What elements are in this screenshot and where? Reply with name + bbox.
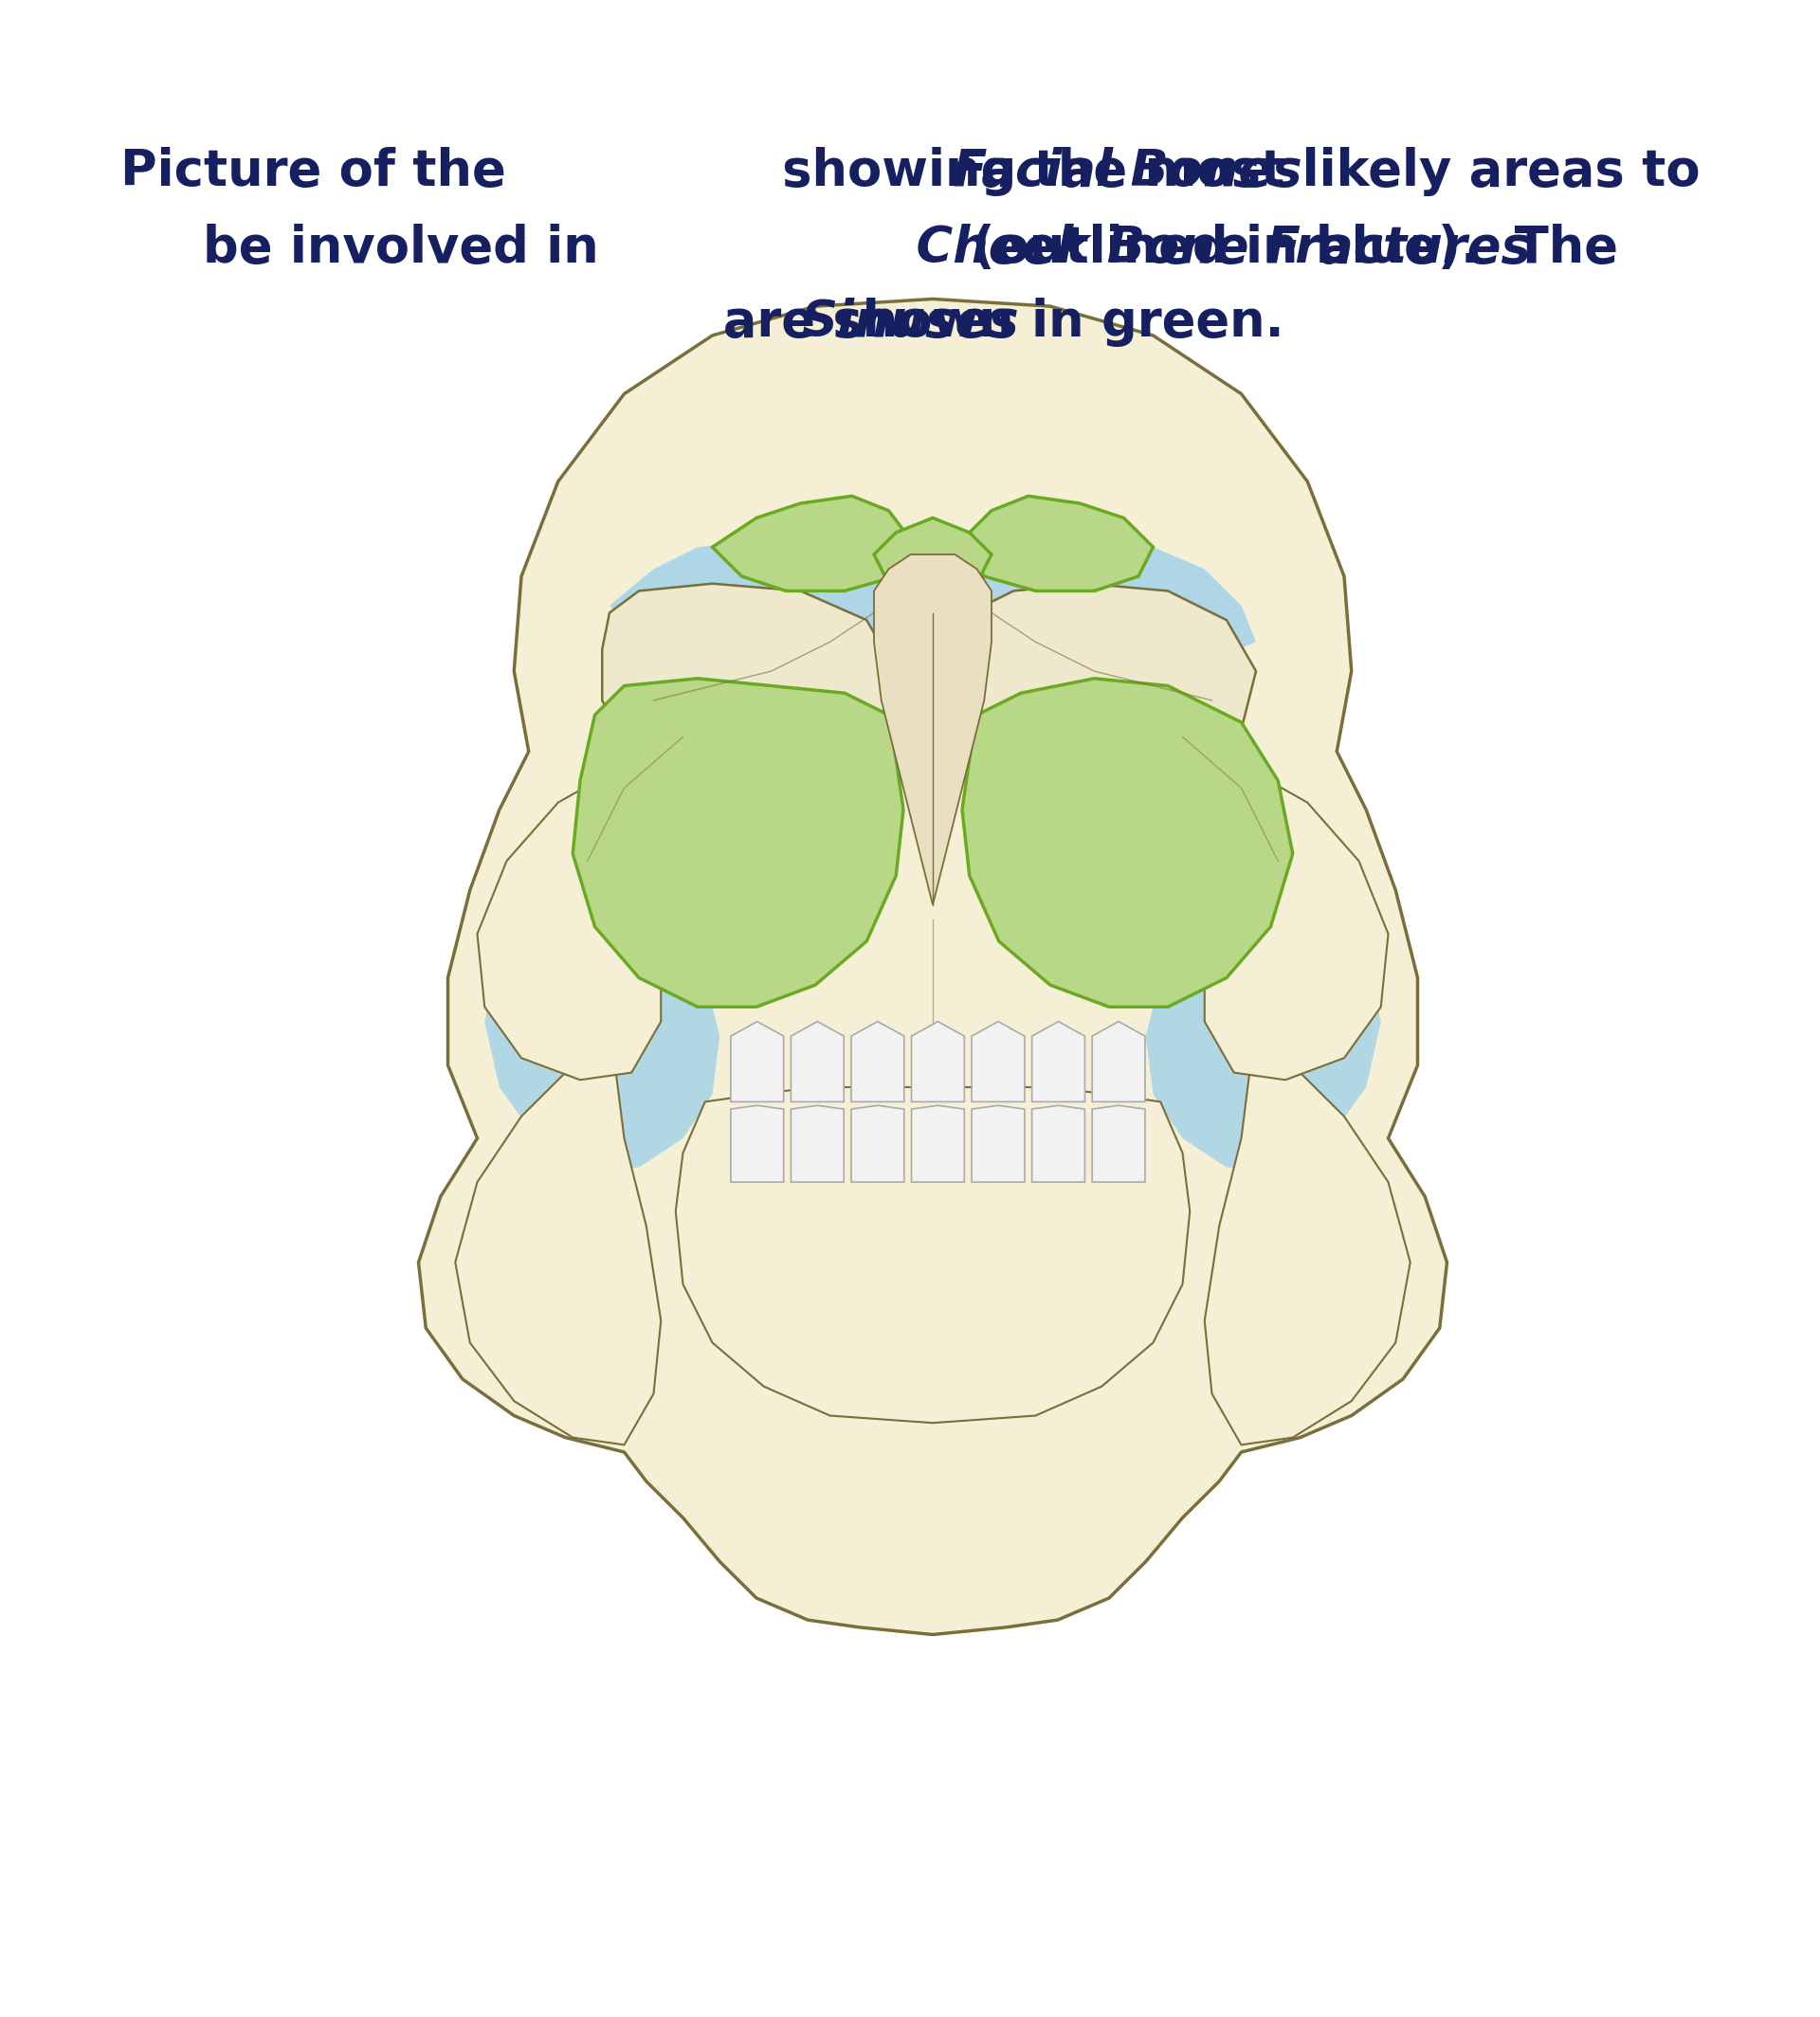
Polygon shape [792,1105,844,1182]
Polygon shape [455,1029,661,1444]
Polygon shape [573,678,903,1006]
Polygon shape [1032,1021,1085,1101]
Text: be involved in                                    (outlined in blue).  The: be involved in (outlined in blue). The [202,224,1618,272]
Polygon shape [912,1105,965,1182]
Text: Sinuses: Sinuses [801,299,1019,347]
Polygon shape [675,1087,1190,1422]
Polygon shape [484,847,719,1168]
Polygon shape [956,583,1256,795]
Polygon shape [963,541,1256,664]
Polygon shape [963,496,1154,591]
Polygon shape [610,541,910,664]
Polygon shape [972,1105,1025,1182]
Text: Cheek Bone Fractures: Cheek Bone Fractures [289,224,1531,272]
Polygon shape [1032,1105,1085,1182]
Polygon shape [874,555,992,906]
Polygon shape [912,1021,965,1101]
Polygon shape [1205,773,1389,1079]
Text: are shown in green.: are shown in green. [537,299,1283,347]
Polygon shape [1147,847,1381,1168]
Text: Facial Bones: Facial Bones [517,147,1303,196]
Polygon shape [963,678,1292,1006]
Polygon shape [972,1021,1025,1101]
Polygon shape [1092,1105,1145,1182]
Polygon shape [419,299,1447,1634]
Polygon shape [1205,1029,1410,1444]
Polygon shape [874,518,992,591]
Text: Picture of the                           showing the most likely areas to: Picture of the showing the most likely a… [120,147,1700,196]
Polygon shape [1092,1021,1145,1101]
Polygon shape [602,583,895,795]
Polygon shape [852,1105,905,1182]
Polygon shape [730,1021,784,1101]
Polygon shape [852,1021,905,1101]
Polygon shape [712,496,910,591]
Polygon shape [730,1105,784,1182]
Polygon shape [792,1021,844,1101]
Polygon shape [477,773,661,1079]
Polygon shape [874,583,992,664]
